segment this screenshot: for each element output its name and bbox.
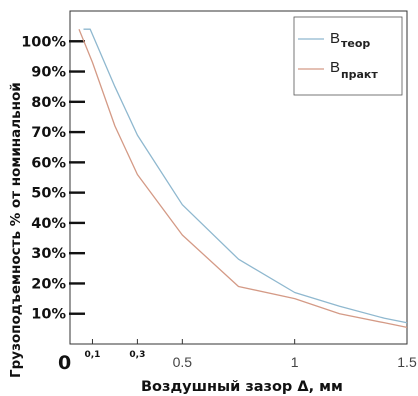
legend-label-theor: B bbox=[330, 30, 340, 47]
y-axis-ticks: 10% 20% 30% 40% 50% 60% 70% 80% 90% 100% bbox=[21, 34, 85, 323]
y-axis-label: Грузоподъемность % от номинальной bbox=[8, 82, 24, 378]
y-tick-label: 70% bbox=[31, 125, 66, 141]
series-lines bbox=[78, 28, 408, 329]
y-tick-label: 100% bbox=[21, 34, 66, 50]
x-tick-label: 1.5 bbox=[397, 354, 417, 370]
x-tick-label: 0.5 bbox=[173, 354, 193, 370]
plot-frame bbox=[69, 10, 408, 345]
y-tick-label: 20% bbox=[31, 276, 66, 292]
x-axis-ticks: 0,1 0,3 0.5 1 1.5 bbox=[84, 339, 417, 370]
x-tick-label: 1 bbox=[291, 354, 299, 370]
series-line-theor bbox=[83, 28, 408, 324]
y-tick-label: 90% bbox=[31, 65, 66, 81]
legend-sub-prakt: практ bbox=[341, 68, 378, 81]
y-tick-label: 40% bbox=[31, 216, 66, 232]
legend-label-prakt: B bbox=[330, 59, 340, 76]
y-tick-label: 30% bbox=[31, 246, 66, 262]
legend-box bbox=[293, 16, 403, 96]
y-tick-label: 50% bbox=[31, 186, 66, 202]
y-tick-label: 10% bbox=[31, 307, 66, 323]
y-tick-label: 80% bbox=[31, 95, 66, 111]
x-tick-label: 0,3 bbox=[129, 350, 145, 360]
y-tick-label: 60% bbox=[31, 155, 66, 171]
origin-label: 0 bbox=[58, 352, 71, 374]
legend: B теор B практ bbox=[293, 16, 403, 96]
series-line-prakt bbox=[78, 28, 408, 329]
x-axis-label: Воздушный зазор Δ, мм bbox=[141, 379, 343, 395]
x-tick-label: 0,1 bbox=[84, 350, 100, 360]
legend-sub-theor: теор bbox=[341, 37, 370, 50]
